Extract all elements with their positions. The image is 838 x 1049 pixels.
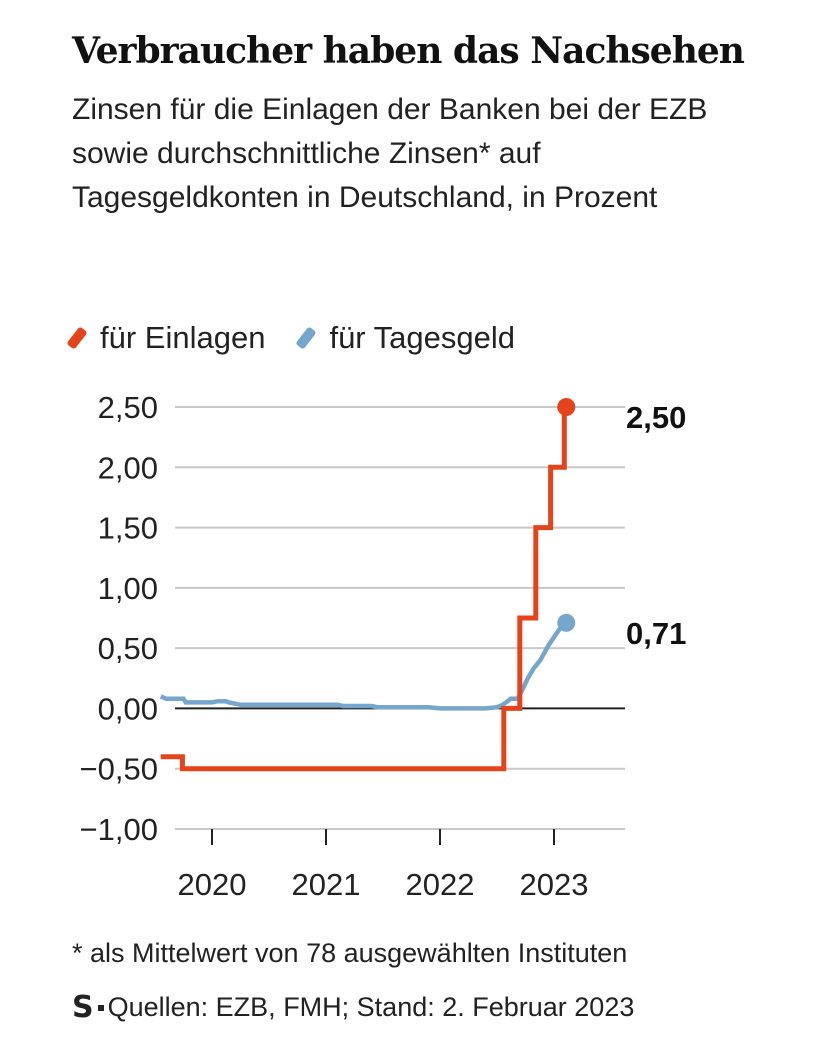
end-value-label-einlagen: 2,50 (626, 400, 686, 435)
source-text: Quellen: EZB, FMH; Stand: 2. Februar 202… (107, 992, 635, 1022)
chart-title: Verbraucher haben das Nachsehen (72, 30, 745, 72)
series-line-tagesgeld (159, 621, 567, 711)
grid-lines (175, 406, 625, 830)
y-tick-label: 2,50 (98, 390, 158, 425)
end-point-tagesgeld (557, 613, 576, 632)
legend-label-einlagen: für Einlagen (100, 320, 266, 355)
publisher-logo: S (72, 990, 94, 1025)
x-tick-label: 2020 (178, 867, 247, 902)
x-axis: 2020 2021 2022 2023 (178, 829, 589, 902)
y-tick-label: 1,50 (98, 511, 158, 546)
end-markers: 2,50 0,71 (557, 398, 686, 651)
y-tick-label: 1,00 (98, 571, 158, 606)
y-tick-label: −1,00 (80, 812, 158, 847)
x-tick-label: 2022 (406, 867, 475, 902)
y-tick-label: −0,50 (80, 752, 158, 787)
series-line-einlagen (160, 407, 567, 772)
end-value-label-tagesgeld: 0,71 (626, 616, 686, 651)
legend-swatch-tagesgeld (295, 326, 318, 350)
legend-label-tagesgeld: für Tagesgeld (329, 320, 516, 355)
line-chart: 2,502,001,501,000,500,00−0,50−1,00 2020 2… (80, 390, 687, 902)
chart-legend: für Einlagen für Tagesgeld (66, 320, 551, 356)
end-point-einlagen (557, 398, 576, 416)
footnote: * als Mittelwert von 78 ausgewählten Ins… (72, 938, 628, 968)
separator-dot (97, 1004, 104, 1011)
chart-subtitle: Zinsen für die Einlagen der Banken bei d… (72, 93, 708, 214)
series-lines (159, 407, 567, 772)
legend-item-tagesgeld: für Tagesgeld (295, 320, 516, 356)
source-line: S Quellen: EZB, FMH; Stand: 2. Februar 2… (72, 990, 634, 1025)
y-tick-label: 2,00 (98, 450, 158, 485)
legend-item-einlagen: für Einlagen (66, 320, 266, 356)
y-tick-label: 0,00 (98, 691, 158, 726)
x-tick-label: 2023 (520, 867, 589, 902)
y-tick-label: 0,50 (98, 631, 158, 666)
legend-swatch-einlagen (66, 326, 88, 350)
x-tick-label: 2021 (292, 867, 361, 902)
y-tick-labels: 2,50 2,00 1,50 1,00 0,50 0,00 −0,50 −1,00 (80, 390, 158, 847)
